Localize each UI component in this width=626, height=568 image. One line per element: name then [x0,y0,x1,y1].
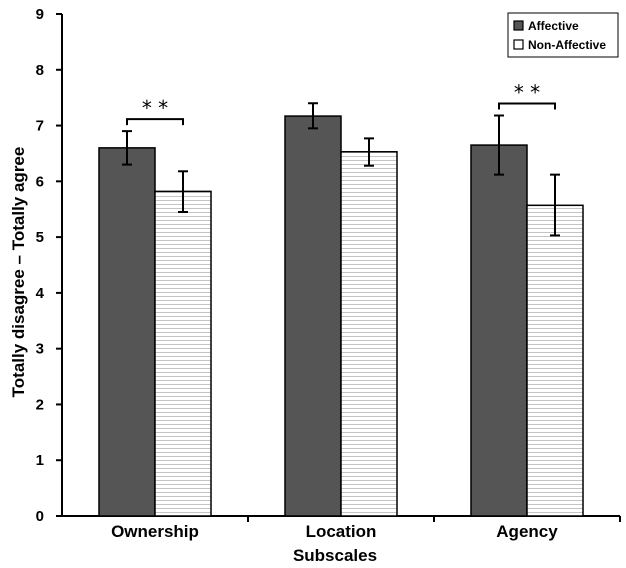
x-tick-label: Agency [496,522,558,541]
bar-non-affective-ownership [154,190,212,517]
y-tick-label: 0 [36,508,44,525]
bar-non-affective-location [340,151,398,517]
bar-affective-agency [470,144,528,517]
significance-marker: * * [514,81,540,105]
x-axis-title: Subscales [293,546,377,565]
y-tick-label: 9 [36,6,44,23]
significance-bracket [498,102,556,110]
y-tick-label: 4 [36,285,45,302]
significance-annotations: * * * * [126,81,556,126]
significance-marker: * * [142,96,168,120]
bar-non-affective-agency [526,204,584,517]
y-tick-label: 8 [36,62,44,79]
y-tick-label: 1 [36,452,44,469]
bars [98,102,584,517]
y-tick-label: 5 [36,229,44,246]
legend-swatch [513,20,524,31]
legend-label: Non-Affective [528,38,606,52]
legend-label: Affective [528,19,579,33]
legend-box [507,12,619,58]
y-axis-title: Totally disagree – Totally agree [9,147,28,398]
y-tick-label: 2 [36,396,44,413]
x-tick-label: Ownership [111,522,199,541]
bar-affective-ownership [98,147,156,517]
significance-bracket [126,118,184,126]
legend-swatch [513,39,524,50]
y-tick-label: 6 [36,173,44,190]
legend: Affective Non-Affective [507,12,619,58]
x-tick-label: Location [306,522,377,541]
y-tick-label: 7 [36,118,44,135]
y-tick-label: 3 [36,341,44,358]
bar-affective-location [284,115,342,517]
